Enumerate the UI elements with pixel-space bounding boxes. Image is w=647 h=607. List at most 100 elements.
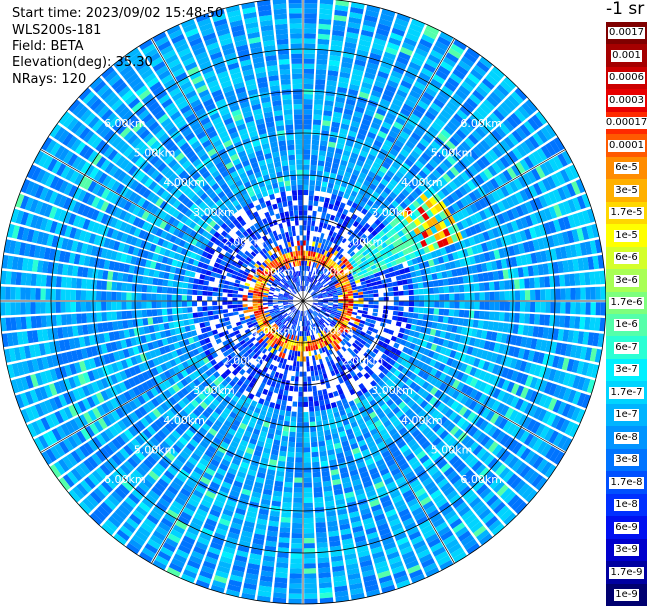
range-gate-cell	[279, 384, 285, 390]
range-gate-cell	[497, 213, 506, 225]
range-gate-cell	[398, 192, 407, 201]
range-gate-cell	[395, 183, 404, 192]
range-gate-cell	[303, 134, 311, 140]
range-gate-cell	[311, 456, 320, 463]
range-gate-cell	[435, 94, 448, 105]
range-gate-cell	[520, 216, 529, 229]
range-gate-cell	[318, 445, 327, 452]
range-gate-cell	[333, 244, 339, 250]
range-gate-cell	[472, 189, 482, 200]
range-gate-cell	[350, 152, 359, 160]
range-gate-cell	[299, 376, 303, 382]
range-gate-cell	[377, 215, 385, 223]
range-gate-cell	[467, 72, 480, 85]
range-gate-cell	[306, 361, 310, 367]
range-gate-cell	[304, 583, 317, 589]
range-gate-cell	[482, 119, 494, 132]
range-gate-cell	[570, 244, 578, 258]
range-gate-cell	[372, 268, 379, 274]
range-gate-cell	[371, 144, 381, 153]
range-gate-cell	[464, 137, 475, 149]
range-gate-cell	[414, 104, 426, 115]
range-gate-cell	[297, 417, 303, 423]
range-gate-cell	[215, 323, 222, 329]
range-gate-cell	[485, 180, 495, 192]
range-gate-cell	[229, 316, 235, 321]
range-gate-cell	[426, 274, 433, 281]
range-gate-cell	[451, 202, 461, 212]
range-gate-cell	[335, 265, 341, 271]
range-gate-cell	[308, 276, 311, 282]
range-gate-cell	[469, 203, 479, 214]
range-gate-cell	[389, 212, 397, 220]
range-gate-cell	[328, 203, 334, 210]
range-gate-cell	[399, 243, 407, 251]
range-gate-cell	[544, 123, 557, 138]
range-gate-cell	[562, 216, 571, 230]
range-gate-cell	[285, 410, 291, 417]
range-gate-cell	[364, 237, 371, 244]
range-gate-cell	[437, 36, 451, 47]
range-gate-cell	[214, 319, 220, 325]
range-gate-cell	[343, 46, 356, 54]
range-gate-cell	[373, 211, 381, 219]
range-gate-cell	[312, 272, 316, 278]
range-gate-cell	[519, 278, 525, 289]
range-gate-cell	[406, 259, 414, 267]
range-gate-cell	[344, 233, 351, 240]
range-gate-cell	[366, 4, 381, 13]
range-gate-cell	[562, 260, 570, 273]
range-gate-cell	[338, 76, 350, 84]
range-gate-cell	[284, 385, 290, 391]
range-gate-cell	[370, 319, 377, 325]
range-gate-cell	[304, 568, 317, 574]
range-gate-cell	[543, 207, 553, 221]
range-gate-cell	[396, 13, 411, 23]
range-gate-cell	[338, 235, 344, 242]
range-gate-cell	[367, 270, 374, 276]
range-gate-cell	[329, 283, 335, 288]
range-gate-cell	[347, 161, 355, 169]
range-gate-cell	[360, 86, 371, 95]
range-gate-cell	[303, 512, 314, 519]
range-gate-cell	[388, 255, 396, 262]
range-gate-cell	[314, 94, 324, 100]
range-gate-cell	[304, 23, 317, 29]
range-gate-cell	[393, 121, 404, 130]
range-gate-cell	[362, 291, 369, 295]
range-gate-cell	[546, 175, 557, 189]
range-gate-cell	[510, 256, 518, 267]
range-gate-cell	[327, 241, 333, 247]
range-gate-cell	[452, 277, 459, 285]
range-gate-cell	[367, 233, 374, 240]
range-gate-cell	[317, 430, 324, 437]
range-gate-cell	[317, 43, 329, 50]
range-gate-cell	[374, 80, 386, 89]
range-gate-cell	[520, 203, 529, 215]
range-gate-cell	[432, 169, 442, 179]
range-gate-cell	[531, 168, 541, 181]
range-gate-cell	[381, 143, 391, 152]
range-gate-cell	[307, 371, 311, 377]
range-gate-cell	[352, 69, 364, 77]
range-gate-cell	[357, 44, 370, 52]
range-gate-cell	[373, 240, 381, 248]
range-gate-cell	[362, 76, 374, 85]
range-gate-cell	[340, 264, 346, 270]
range-gate-cell	[303, 114, 312, 120]
range-gate-cell	[354, 265, 360, 271]
range-gate-cell	[283, 491, 293, 498]
range-gate-cell	[296, 361, 300, 367]
range-gate-cell	[352, 273, 359, 279]
range-gate-cell	[572, 213, 581, 227]
range-gate-cell	[500, 185, 510, 197]
range-gate-cell	[527, 265, 534, 277]
range-gate-cell	[552, 155, 564, 170]
range-gate-cell	[362, 310, 368, 315]
range-gate-cell	[444, 301, 450, 309]
range-gate-cell	[319, 145, 327, 152]
range-gate-cell	[333, 111, 343, 119]
range-gate-cell	[319, 13, 332, 20]
range-gate-cell	[355, 250, 362, 257]
range-gate-cell	[408, 265, 416, 272]
